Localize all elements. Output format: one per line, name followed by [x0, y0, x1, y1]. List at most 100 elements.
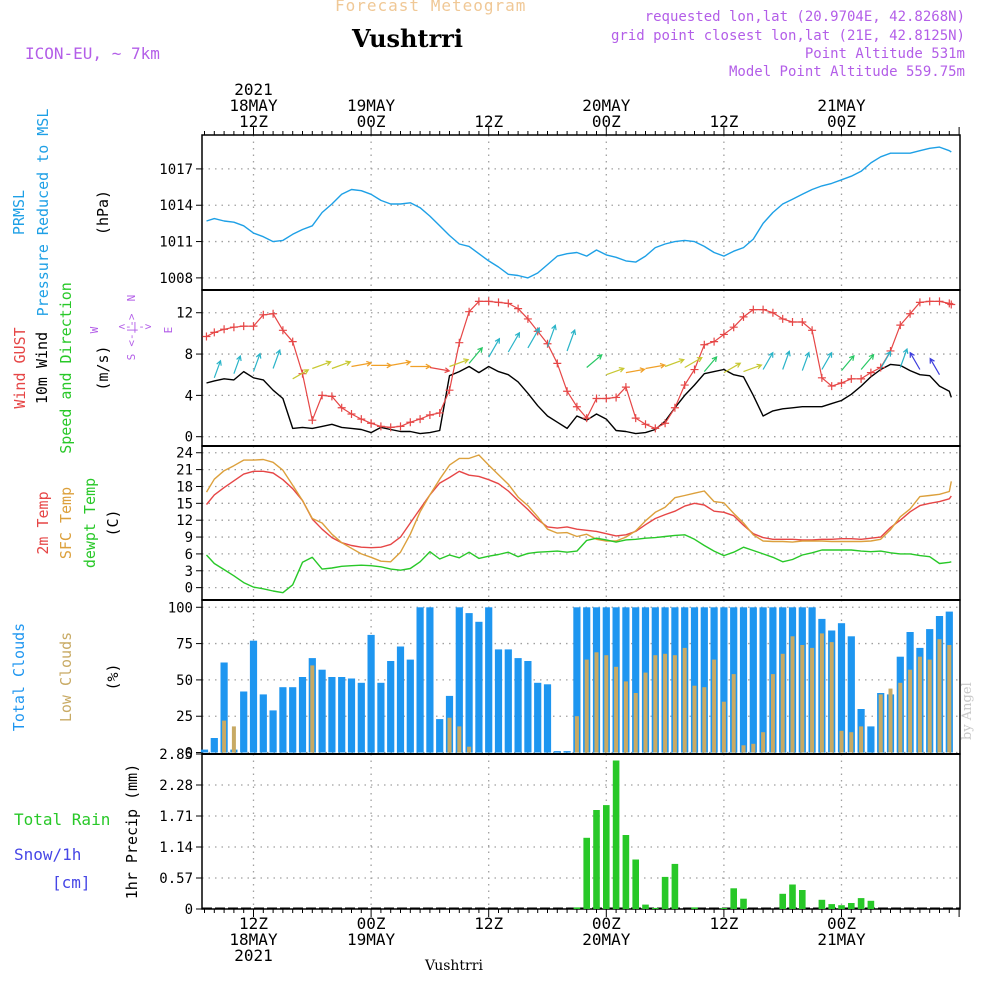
axis-label-line: dewpt Temp — [81, 478, 99, 568]
precip-bar — [593, 810, 600, 909]
low-cloud-bar — [682, 647, 687, 753]
gust-marker — [768, 308, 777, 317]
gust-marker — [494, 298, 503, 307]
wind-arrow — [213, 359, 222, 379]
gust-marker — [318, 391, 327, 400]
total-cloud-bar — [318, 669, 326, 753]
gust-marker — [947, 300, 956, 309]
total-cloud-bar — [298, 677, 307, 753]
total-cloud-bar — [720, 607, 728, 753]
low-cloud-bar — [584, 659, 589, 753]
low-cloud-bar — [643, 672, 648, 753]
low-cloud-bar — [731, 674, 736, 753]
y-tick-label: 0 — [185, 430, 193, 446]
gust-marker — [788, 318, 797, 327]
wind-arrow — [743, 363, 763, 373]
total-cloud-bar — [739, 607, 748, 753]
top-time-label: 21MAY — [817, 96, 866, 115]
precip-axis-labels: 1hr Precip (mm) — [123, 764, 141, 899]
wind-arrow — [606, 367, 625, 376]
pressure-panel: 1008 1011 1014 1017 — [159, 134, 961, 291]
precip-frame — [201, 753, 961, 910]
wind-arrow — [860, 353, 875, 370]
wind-panel: 0 4 8 12 — [176, 289, 961, 447]
precip-bar — [789, 884, 796, 909]
y-tick-label: 2.85 — [159, 747, 193, 763]
dewpoint-line — [205, 534, 952, 594]
axis-label-line: (hPa) — [94, 190, 112, 235]
wind-arrows — [213, 324, 941, 380]
total-cloud-bar — [485, 607, 493, 753]
precip-bar — [838, 905, 845, 909]
gust-marker — [337, 403, 346, 412]
y-tick-label: 12 — [176, 306, 193, 322]
wind-frame — [201, 289, 961, 447]
gust-marker — [778, 314, 787, 323]
top-time-label: 12Z — [474, 112, 503, 131]
wind-arrow — [664, 358, 685, 368]
wind-arrow — [909, 351, 921, 370]
y-tick-label: 12 — [176, 513, 193, 529]
gust-marker — [386, 423, 395, 432]
axis-label-line: 10m Wind — [33, 332, 51, 404]
low-cloud-bar — [888, 688, 893, 753]
wind-arrow — [546, 324, 557, 348]
top-time-label: 2021 — [234, 80, 273, 99]
top-time-label: 00Z — [357, 112, 386, 131]
gust-marker — [308, 416, 317, 425]
pressure-frame — [201, 134, 961, 291]
total-cloud-bar — [524, 661, 532, 753]
wind-arrow — [841, 354, 855, 371]
precip-bar — [632, 859, 639, 909]
axis-label-line: 1hr Precip (mm) — [123, 764, 141, 899]
precip-bar — [730, 888, 737, 909]
bottom-time-label: 12Z — [239, 914, 268, 933]
compass-vertical-marks: <-|-> — [125, 313, 138, 346]
axis-label-line: (m/s) — [94, 345, 112, 390]
axis-label-line: (%) — [104, 663, 122, 690]
y-tick-label: 21 — [176, 463, 193, 479]
y-tick-label: 75 — [176, 637, 193, 653]
low-cloud-bar — [927, 659, 932, 753]
gust-marker — [259, 310, 268, 319]
low-cloud-bar — [917, 656, 922, 753]
gust-marker — [661, 419, 670, 428]
precip-bar — [848, 903, 855, 909]
gust-marker — [249, 322, 258, 331]
wind-arrow — [703, 356, 718, 372]
gust-marker — [220, 325, 229, 334]
gust-marker — [700, 340, 709, 349]
bottom-time-label: 18MAY — [229, 930, 278, 949]
gust-marker — [739, 312, 748, 321]
gust-marker — [837, 378, 846, 387]
top-time-label: 18MAY — [229, 96, 278, 115]
low-cloud-bar — [653, 655, 658, 753]
gust-marker — [670, 403, 679, 412]
total-cloud-bar — [563, 751, 571, 753]
gust-marker — [925, 297, 934, 306]
low-cloud-bar — [859, 726, 864, 753]
wind-arrow — [468, 346, 484, 364]
axis-label-line: (C) — [104, 509, 122, 536]
precip-panel: 0 0.57 1.14 1.71 2.28 2.85 — [159, 747, 961, 918]
gust-marker — [808, 326, 817, 335]
low-cloud-bar — [692, 685, 697, 753]
wind-arrow — [586, 353, 603, 368]
wind-arrow — [625, 367, 646, 374]
total-cloud-bar — [357, 682, 365, 753]
precip-bar — [740, 898, 747, 909]
gust-marker — [514, 304, 523, 313]
gust-marker — [474, 297, 483, 306]
gust-marker — [651, 424, 660, 433]
wind-arrow — [723, 362, 742, 374]
low-cloud-bar — [623, 681, 628, 753]
axis-label-line: Total Clouds — [10, 623, 28, 731]
gust-marker — [680, 381, 689, 390]
t2m-line — [205, 470, 952, 549]
total-cloud-bar — [416, 607, 424, 753]
low-cloud-bar — [721, 701, 726, 753]
footer-location: Vushtrri — [425, 958, 483, 974]
total-cloud-bar — [259, 694, 267, 753]
y-tick-label: 15 — [176, 496, 193, 512]
pressure-line — [206, 146, 952, 279]
